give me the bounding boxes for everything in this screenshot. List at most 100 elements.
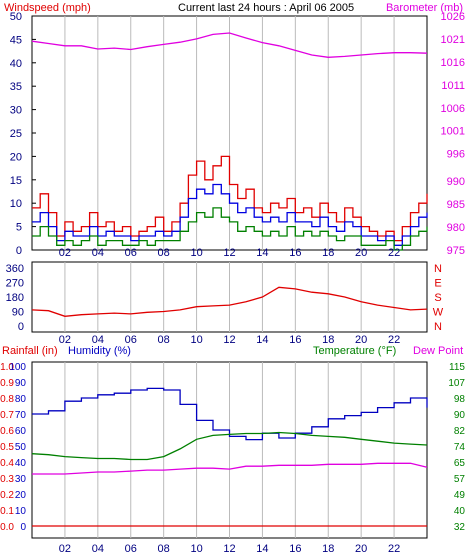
humidity-tick-8: 80: [15, 394, 27, 405]
x-tick-10: 10: [190, 543, 202, 555]
barometer-tick-1016: 1016: [441, 57, 465, 69]
direction-tick-90: 90: [12, 307, 24, 319]
direction-tick-270: 270: [6, 278, 24, 290]
series-dew-point: [32, 462, 428, 475]
temperature-tick-7: 90: [454, 410, 466, 421]
x-tick-02: 02: [59, 543, 71, 555]
x-tick-12: 12: [223, 334, 235, 346]
x-tick-10: 10: [190, 334, 202, 346]
direction-tick-180: 180: [6, 292, 24, 304]
windspeed-tick-25: 25: [10, 128, 22, 140]
temperature-tick-1: 40: [454, 506, 466, 517]
barometer-tick-980: 980: [447, 222, 465, 234]
temperature-tick-3: 57: [454, 474, 466, 485]
panel1-series: [31, 32, 428, 251]
x-tick-12: 12: [223, 543, 235, 555]
x-tick-20: 20: [355, 334, 367, 346]
x-tick-06: 06: [125, 543, 137, 555]
windspeed-tick-35: 35: [10, 81, 22, 93]
rain-tick-3: 0.3: [0, 474, 14, 485]
humidity-tick-7: 70: [15, 410, 27, 421]
humidity-tick-5: 50: [15, 442, 27, 453]
windspeed-tick-30: 30: [10, 105, 22, 117]
windspeed-tick-0: 0: [16, 245, 22, 257]
x-tick-18: 18: [322, 334, 334, 346]
x-tick-04: 04: [92, 247, 104, 259]
x-tick-14: 14: [256, 334, 268, 346]
temperature-tick-5: 74: [454, 442, 466, 453]
series-wind-average: [32, 183, 428, 246]
windspeed-tick-50: 50: [10, 11, 22, 23]
x-tick-16: 16: [289, 247, 301, 259]
temperature-tick-6: 82: [454, 426, 466, 437]
x-tick-02: 02: [59, 334, 71, 346]
rain-tick-5: 0.5: [0, 442, 14, 453]
x-tick-06: 06: [125, 334, 137, 346]
direction-label-4: N: [434, 263, 442, 275]
humidity-tick-9: 90: [15, 378, 27, 389]
temperature-tick-0: 32: [454, 522, 466, 533]
barometer-tick-1006: 1006: [441, 103, 465, 115]
rain-tick-10: 1.0: [0, 362, 14, 373]
x-tick-04: 04: [92, 543, 104, 555]
temperature-tick-2: 49: [454, 490, 466, 501]
humidity-tick-4: 40: [15, 458, 27, 469]
x-tick-16: 16: [289, 543, 301, 555]
barometer-tick-985: 985: [447, 199, 465, 211]
series-wind-direction: [31, 286, 428, 317]
x-tick-10: 10: [190, 247, 202, 259]
x-tick-08: 08: [158, 543, 170, 555]
chart-title: Current last 24 hours : April 06 2005: [178, 2, 354, 14]
barometer-tick-1026: 1026: [441, 11, 465, 23]
panel1-ticks: 02 04 06 08 10 12 14 16 18 20 22 0 5 10 15 20 25 30 35 40 45…: [10, 11, 465, 259]
x-tick-02: 02: [59, 247, 71, 259]
x-tick-22: 22: [388, 543, 400, 555]
wind-direction-panel: 02 04 06 08 10 12 14 16 18 20 22 0 N 90 W 180 S 270 E 360 N: [6, 261, 444, 346]
direction-tick-360: 360: [6, 263, 24, 275]
rain-tick-0: 0.0: [0, 522, 14, 533]
windspeed-tick-45: 45: [10, 34, 22, 46]
series-humidity-: [32, 387, 428, 441]
x-tick-08: 08: [158, 247, 170, 259]
panel3-ticks: 02 04 06 08 10 12 14 16 18 20 220.0 0 320.1 10 400.2 20…: [0, 362, 465, 555]
windspeed-tick-5: 5: [16, 222, 22, 234]
humidity-tick-3: 30: [15, 474, 27, 485]
humidity-tick-10: 100: [9, 362, 26, 373]
barometer-tick-1021: 1021: [441, 34, 465, 46]
x-tick-20: 20: [355, 247, 367, 259]
barometer-tick-975: 975: [447, 245, 465, 257]
rain-tick-6: 0.6: [0, 426, 14, 437]
temperature-tick-4: 65: [454, 458, 466, 469]
x-tick-22: 22: [388, 247, 400, 259]
series-barometer-mb-: [31, 32, 428, 58]
x-tick-20: 20: [355, 543, 367, 555]
direction-label-3: E: [434, 278, 441, 290]
barometer-tick-1011: 1011: [441, 80, 465, 92]
x-tick-18: 18: [322, 543, 334, 555]
x-tick-14: 14: [256, 543, 268, 555]
x-tick-16: 16: [289, 334, 301, 346]
temperature-tick-9: 107: [448, 378, 465, 389]
x-tick-12: 12: [223, 247, 235, 259]
x-tick-14: 14: [256, 247, 268, 259]
humidity-tick-6: 60: [15, 426, 27, 437]
rain-tick-7: 0.7: [0, 410, 14, 421]
barometer-tick-1001: 1001: [441, 126, 465, 138]
series-temperature-f-: [31, 431, 428, 461]
windspeed-axis-label: Windspeed (mph): [4, 2, 91, 14]
temperature-tick-8: 98: [454, 394, 466, 405]
direction-label-1: W: [433, 307, 444, 319]
rainfall-axis-label: Rainfall (in): [2, 345, 58, 357]
rain-tick-2: 0.2: [0, 490, 14, 501]
windspeed-tick-15: 15: [10, 175, 22, 187]
windspeed-tick-40: 40: [10, 58, 22, 70]
barometer-tick-996: 996: [447, 149, 465, 161]
panel3-series: [31, 387, 428, 527]
windspeed-tick-10: 10: [10, 198, 22, 210]
dewpoint-axis-label: Dew Point: [413, 345, 463, 357]
x-tick-18: 18: [322, 247, 334, 259]
windspeed-tick-20: 20: [10, 151, 22, 163]
x-tick-08: 08: [158, 334, 170, 346]
